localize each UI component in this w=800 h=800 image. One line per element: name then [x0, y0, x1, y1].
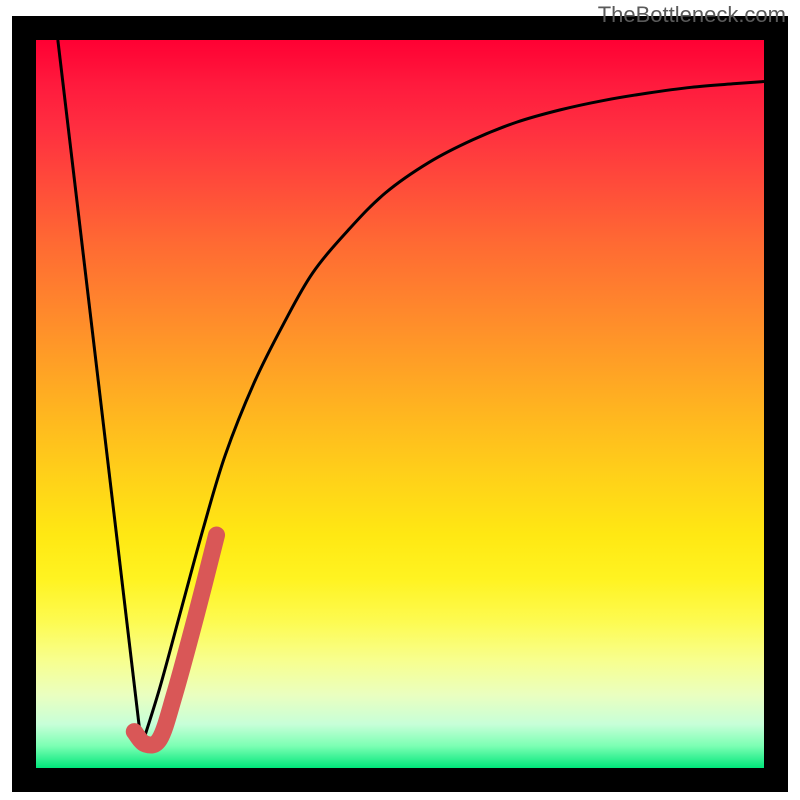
watermark-text: TheBottleneck.com [598, 2, 786, 28]
bottleneck-chart [0, 0, 800, 800]
chart-gradient-background [36, 40, 764, 768]
